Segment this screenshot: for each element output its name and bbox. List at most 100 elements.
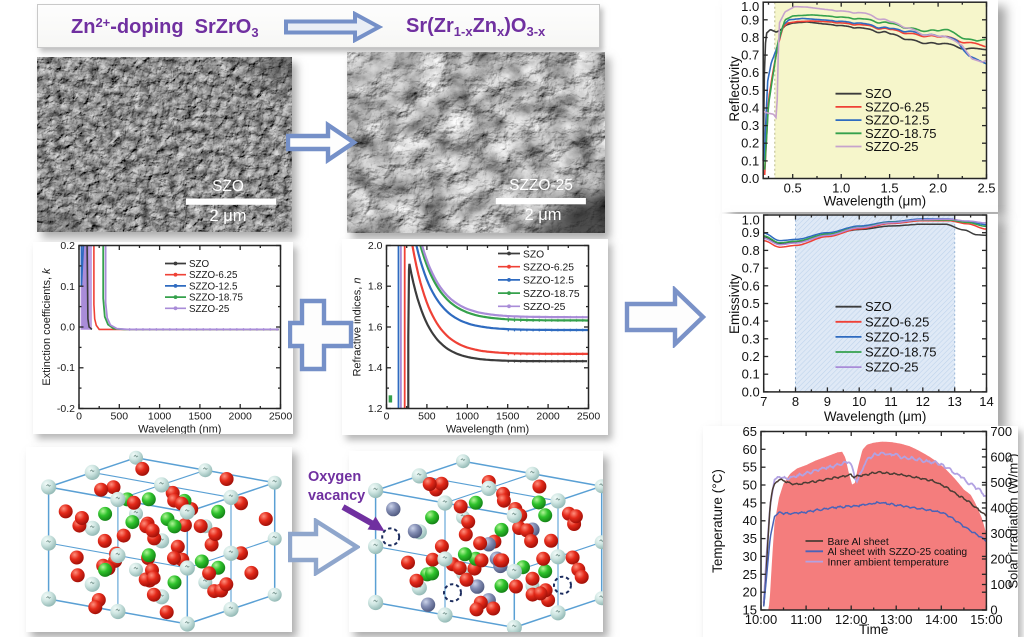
svg-text:50: 50 xyxy=(743,478,757,493)
svg-text:0.2: 0.2 xyxy=(742,349,760,364)
svg-text:SZO: SZO xyxy=(865,299,892,314)
svg-text:SZZO-12.5: SZZO-12.5 xyxy=(865,113,929,128)
svg-text:0.3: 0.3 xyxy=(742,331,760,346)
svg-text:1000: 1000 xyxy=(456,411,480,423)
svg-text:1500: 1500 xyxy=(188,411,212,423)
svg-text:Temperature (°C): Temperature (°C) xyxy=(710,469,725,573)
svg-text:8: 8 xyxy=(792,394,799,409)
svg-text:1000: 1000 xyxy=(148,411,172,423)
svg-text:0.9: 0.9 xyxy=(742,225,760,240)
svg-text:7: 7 xyxy=(760,394,767,409)
svg-text:Extinction coefficients, k: Extinction coefficients, k xyxy=(41,268,53,386)
svg-text:2000: 2000 xyxy=(536,411,560,423)
svg-text:Wavelength (nm): Wavelength (nm) xyxy=(138,424,221,435)
svg-text:-0.1: -0.1 xyxy=(57,362,75,374)
svg-text:60: 60 xyxy=(743,442,757,457)
svg-text:SZZO-18.75: SZZO-18.75 xyxy=(865,345,937,360)
svg-text:0.4: 0.4 xyxy=(742,314,760,329)
svg-text:55: 55 xyxy=(743,460,757,475)
svg-text:0.0: 0.0 xyxy=(60,322,75,334)
svg-text:2.0: 2.0 xyxy=(929,181,947,196)
svg-text:20: 20 xyxy=(743,585,757,600)
svg-text:1.4: 1.4 xyxy=(368,362,383,374)
svg-text:SZO: SZO xyxy=(523,249,544,260)
svg-text:SZZO-18.75: SZZO-18.75 xyxy=(865,126,937,141)
svg-text:SZZO-6.25: SZZO-6.25 xyxy=(189,270,238,281)
svg-text:200: 200 xyxy=(990,552,1012,567)
svg-text:SZZO-12.5: SZZO-12.5 xyxy=(189,281,238,292)
svg-text:500: 500 xyxy=(990,475,1012,490)
svg-text:500: 500 xyxy=(418,411,436,423)
svg-text:Wavelength (nm): Wavelength (nm) xyxy=(446,424,529,436)
svg-text:12:00: 12:00 xyxy=(835,612,868,627)
svg-text:SZZO-6.25: SZZO-6.25 xyxy=(865,99,929,114)
svg-text:0.5: 0.5 xyxy=(784,181,802,196)
svg-text:40: 40 xyxy=(743,513,757,528)
svg-text:2000: 2000 xyxy=(229,411,253,423)
svg-text:Al sheet with SZZO-25 coating: Al sheet with SZZO-25 coating xyxy=(828,547,968,558)
svg-text:Wavelength (μm): Wavelength (μm) xyxy=(824,409,927,424)
svg-text:Refractive indices, n: Refractive indices, n xyxy=(352,277,364,376)
svg-text:SZZO-12.5: SZZO-12.5 xyxy=(523,276,574,287)
svg-text:14:00: 14:00 xyxy=(925,612,958,627)
svg-text:0.1: 0.1 xyxy=(741,153,759,168)
svg-text:0.0: 0.0 xyxy=(741,171,759,186)
svg-text:SZZO-25: SZZO-25 xyxy=(865,360,918,375)
svg-text:SZZO-6.25: SZZO-6.25 xyxy=(523,263,574,274)
svg-text:0.6: 0.6 xyxy=(741,65,759,80)
svg-text:0.6: 0.6 xyxy=(742,278,760,293)
svg-text:11:00: 11:00 xyxy=(790,612,822,627)
svg-text:SZZO-25: SZZO-25 xyxy=(865,139,918,154)
svg-text:500: 500 xyxy=(111,411,129,423)
svg-text:700: 700 xyxy=(990,426,1012,439)
svg-text:SZO: SZO xyxy=(189,259,210,270)
svg-text:45: 45 xyxy=(743,495,757,510)
svg-text:300: 300 xyxy=(990,526,1012,541)
svg-text:2.5: 2.5 xyxy=(977,181,995,196)
svg-text:SZZO-18.75: SZZO-18.75 xyxy=(189,293,243,304)
svg-text:13:00: 13:00 xyxy=(880,612,913,627)
svg-text:0.3: 0.3 xyxy=(741,118,759,133)
svg-text:15:00: 15:00 xyxy=(970,612,1003,627)
svg-text:0.9: 0.9 xyxy=(741,12,759,27)
svg-text:Time: Time xyxy=(859,622,889,637)
svg-text:SZZO-25: SZZO-25 xyxy=(523,302,566,313)
svg-text:0: 0 xyxy=(76,411,82,423)
svg-text:Inner ambient temperature: Inner ambient temperature xyxy=(828,557,950,568)
svg-text:10: 10 xyxy=(852,394,866,409)
svg-text:14: 14 xyxy=(979,394,993,409)
svg-text:1.5: 1.5 xyxy=(881,181,899,196)
svg-text:2.0: 2.0 xyxy=(368,240,383,252)
svg-text:9: 9 xyxy=(824,394,831,409)
svg-text:65: 65 xyxy=(743,426,757,439)
svg-text:400: 400 xyxy=(990,501,1012,516)
svg-text:SZZO-18.75: SZZO-18.75 xyxy=(523,289,580,300)
svg-text:Wavelength (μm): Wavelength (μm) xyxy=(824,194,927,209)
svg-text:2 μm: 2 μm xyxy=(209,207,246,225)
svg-text:13: 13 xyxy=(947,394,961,409)
svg-text:Reflectivity: Reflectivity xyxy=(727,56,742,122)
svg-text:25: 25 xyxy=(743,567,757,582)
svg-text:0.2: 0.2 xyxy=(741,136,759,151)
svg-text:0.4: 0.4 xyxy=(741,101,759,116)
svg-text:0.1: 0.1 xyxy=(60,281,75,293)
svg-text:SZO: SZO xyxy=(212,178,244,195)
svg-text:Bare Al sheet: Bare Al sheet xyxy=(828,537,889,548)
svg-text:0.8: 0.8 xyxy=(741,30,759,45)
svg-text:SZZO-25: SZZO-25 xyxy=(189,304,230,315)
svg-text:0.8: 0.8 xyxy=(742,243,760,258)
svg-text:SZO: SZO xyxy=(865,86,892,101)
svg-text:SZZO-12.5: SZZO-12.5 xyxy=(865,329,929,344)
svg-text:0.5: 0.5 xyxy=(741,83,759,98)
svg-text:35: 35 xyxy=(743,531,757,546)
svg-text:0.7: 0.7 xyxy=(741,48,759,63)
svg-text:100: 100 xyxy=(990,577,1012,592)
svg-text:0.7: 0.7 xyxy=(742,261,760,276)
svg-text:1.0: 1.0 xyxy=(741,0,759,14)
svg-text:Solar irradiation (W/m2): Solar irradiation (W/m2) xyxy=(1005,453,1019,588)
svg-text:0: 0 xyxy=(384,411,390,423)
svg-text:0.5: 0.5 xyxy=(742,296,760,311)
svg-text:SZZO-6.25: SZZO-6.25 xyxy=(865,314,929,329)
svg-text:0.2: 0.2 xyxy=(60,242,75,252)
svg-text:1.6: 1.6 xyxy=(368,322,383,334)
